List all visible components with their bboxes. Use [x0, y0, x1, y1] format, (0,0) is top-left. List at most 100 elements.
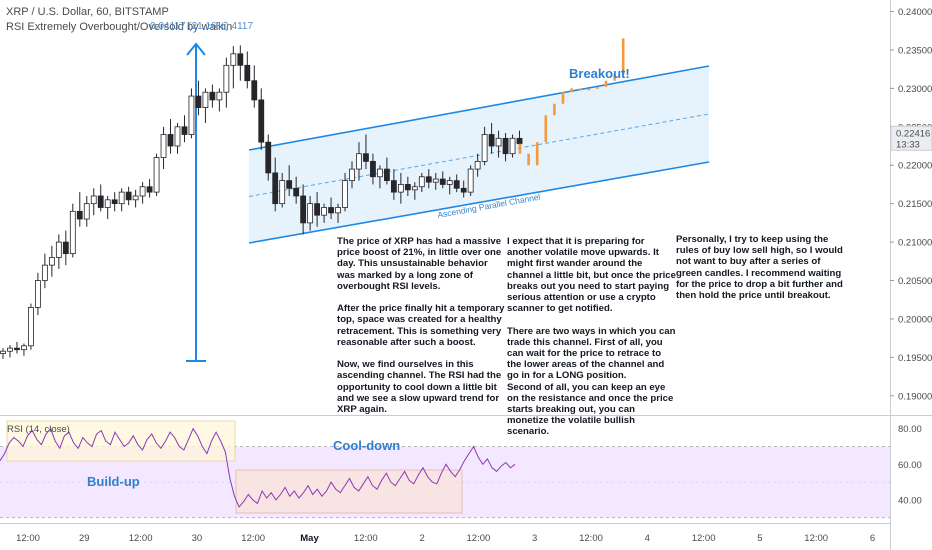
- time-tick-label: 4: [645, 533, 650, 544]
- candle-body: [286, 180, 293, 189]
- measure-arrow-head: [186, 42, 206, 56]
- rsi-tick-label: 60.00: [898, 460, 922, 471]
- candle-body: [432, 178, 439, 183]
- candle-body: [97, 195, 104, 208]
- price-tick-label: 0.20500: [898, 276, 932, 287]
- projection-bar: [570, 88, 573, 93]
- breakout-label: Breakout!: [569, 66, 630, 81]
- candle-body: [502, 137, 509, 155]
- candle-body: [279, 180, 286, 205]
- candle-body: [453, 180, 460, 189]
- candle-body: [216, 91, 223, 101]
- candle-body: [167, 134, 174, 147]
- candle-body: [237, 53, 244, 66]
- candle-body: [139, 186, 146, 197]
- time-tick-label: 12:00: [692, 533, 716, 544]
- candle-body: [7, 347, 13, 352]
- candle-body: [118, 191, 125, 205]
- price-tick-label: 0.19500: [898, 353, 932, 364]
- candle-body: [153, 157, 160, 193]
- candle-body: [209, 91, 216, 101]
- candle-body: [439, 178, 446, 185]
- candle-body: [342, 180, 348, 208]
- time-tick-label: 12:00: [241, 533, 265, 544]
- candle-body: [21, 345, 27, 351]
- candle-body: [125, 191, 132, 201]
- candle-body: [83, 203, 90, 220]
- candles-group: [0, 45, 523, 359]
- candle-body: [55, 241, 62, 258]
- rsi-label: RSI (14, close): [7, 424, 70, 435]
- candle-body: [335, 207, 341, 214]
- candle-body: [411, 186, 418, 191]
- candle-body: [377, 168, 383, 178]
- measure-label: 0.04117 (21.16%) 4117: [150, 21, 254, 32]
- candle-body: [272, 172, 279, 205]
- candle-body: [195, 95, 202, 108]
- candle-body: [14, 347, 20, 351]
- candle-body: [328, 207, 334, 214]
- projection-bar: [596, 86, 599, 89]
- candle-body: [425, 176, 432, 183]
- candle-body: [314, 203, 321, 216]
- candle-body: [146, 186, 153, 193]
- symbol-title: XRP / U.S. Dollar, 60, BITSTAMP: [6, 6, 169, 18]
- projection-bar: [553, 103, 556, 116]
- candle-body: [397, 184, 404, 193]
- candle-body: [460, 187, 467, 193]
- candle-body: [230, 53, 237, 66]
- price-tick-label: 0.19000: [898, 391, 932, 402]
- channel-fill: [249, 66, 709, 243]
- candle-body: [265, 141, 272, 174]
- candle-body: [223, 64, 230, 93]
- price-tick-label: 0.20000: [898, 314, 932, 325]
- time-tick-label: 6: [870, 533, 875, 544]
- candle-body: [509, 137, 516, 155]
- projection-bar: [561, 92, 565, 104]
- candle-body: [488, 134, 495, 147]
- candle-body: [383, 168, 390, 182]
- candle-body: [35, 280, 41, 308]
- candle-body: [481, 134, 488, 162]
- time-tick-label: 12:00: [16, 533, 40, 544]
- candle-body: [363, 153, 369, 162]
- time-tick-label: 12:00: [467, 533, 491, 544]
- candle-body: [28, 307, 34, 347]
- projection-bar: [578, 88, 582, 91]
- rsi-line: [0, 427, 516, 508]
- rsi-tick-label: 40.00: [898, 495, 922, 506]
- candle-body: [104, 199, 111, 208]
- candle-body: [244, 64, 251, 82]
- price-badge-value: 0.22416: [896, 128, 930, 139]
- time-tick-label: 3: [532, 533, 537, 544]
- candle-body: [349, 168, 355, 182]
- cooldown-box: [235, 469, 463, 514]
- time-tick-label: 2: [419, 533, 424, 544]
- candle-body: [467, 168, 474, 193]
- projection-bar: [544, 115, 548, 143]
- time-tick-label: 12:00: [579, 533, 603, 544]
- candle-body: [174, 126, 181, 147]
- candle-body: [258, 99, 265, 143]
- cooldown-label: Cool-down: [333, 438, 400, 453]
- candle-body: [446, 180, 453, 185]
- candle-body: [188, 95, 195, 135]
- candle-body: [132, 195, 139, 201]
- channel-resistance-line: [248, 65, 710, 151]
- projection-group: [518, 38, 625, 166]
- rsi-tick-label: 80.00: [898, 424, 922, 435]
- candle-body: [202, 91, 209, 108]
- candle-body: [404, 184, 411, 191]
- projection-bar: [587, 88, 591, 91]
- channel-midline: [248, 113, 710, 197]
- candle-body: [370, 160, 376, 178]
- candle-body: [390, 180, 397, 193]
- candle-body: [160, 134, 167, 158]
- candle-body: [69, 210, 76, 255]
- projection-bar: [527, 153, 530, 166]
- note-1: The price of XRP has had a massive price…: [337, 236, 505, 416]
- projection-bar: [535, 142, 539, 166]
- candle-body: [0, 350, 6, 354]
